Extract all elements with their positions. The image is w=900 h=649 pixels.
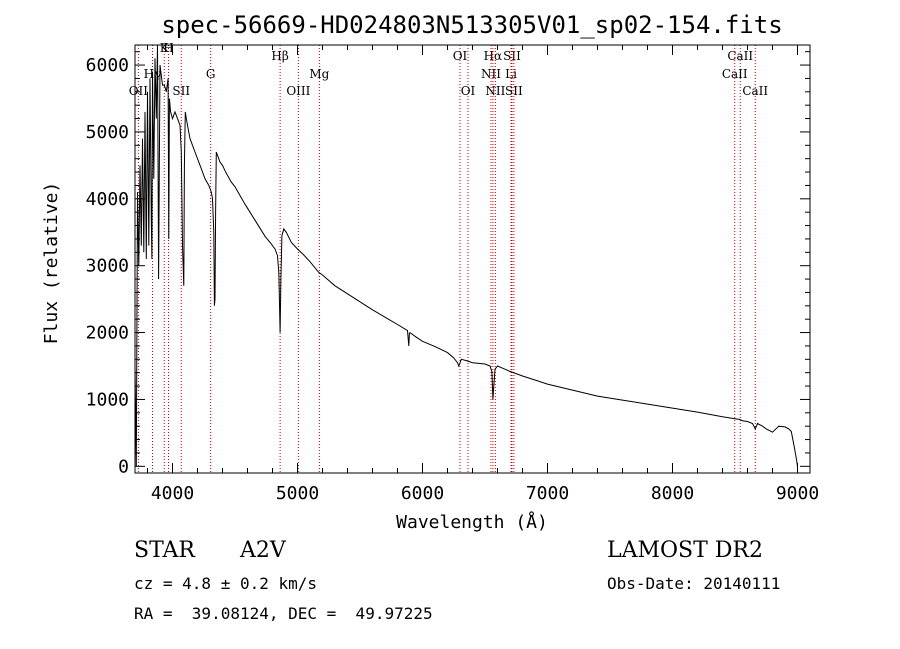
spectral-subclass: A2V [240,538,286,563]
x-axis-label: Wavelength (Å) [396,511,548,533]
marker-label-caii: CaII [727,49,753,63]
ra-dec: RA = 39.08124, DEC = 49.97225 [134,604,433,623]
spectrum-line [135,45,798,466]
x-tick-label: 8000 [651,483,694,504]
chart-title: spec-56669-HD024803N513305V01_sp02-154.f… [161,11,782,39]
x-tick-label: 7000 [526,483,569,504]
axis-ticks: 4000 5000 6000 7000 8000 9000 0 1000 2000 3000 400… [86,45,820,504]
marker-label-sii: SII [505,84,523,98]
x-tick-label: 4000 [151,483,194,504]
x-tick-label: 6000 [401,483,444,504]
marker-label-hβ: Hβ [271,49,288,63]
marker-label-g: G [206,67,216,81]
observation-date: Obs-Date: 20140111 [607,574,780,593]
y-tick-label: 5000 [86,122,129,143]
y-tick-label: 1000 [86,389,129,410]
marker-label-sii: SII [172,84,190,98]
marker-label-nii: NII [485,84,505,98]
marker-label-oi: OI [453,49,468,63]
y-axis-label: Flux (relative) [41,182,62,345]
y-tick-label: 3000 [86,256,129,277]
marker-label-sii: SII [503,49,521,63]
y-tick-label: 6000 [86,55,129,76]
marker-label-oiii: OIII [286,84,310,98]
marker-label-nii: NII [481,67,501,81]
plot-frame [135,45,810,473]
y-tick-label: 0 [118,456,129,477]
marker-label-oii: OII [129,84,149,98]
marker-label-caii: CaII [722,67,748,81]
marker-label-oi: OI [461,84,476,98]
marker-label-li: Li [505,67,517,81]
marker-label-mg: Mg [309,67,329,81]
redshift-cz: cz = 4.8 ± 0.2 km/s [134,574,317,593]
survey-name: LAMOST DR2 [607,538,763,563]
y-tick-label: 2000 [86,323,129,344]
y-tick-label: 4000 [86,189,129,210]
x-tick-label: 9000 [776,483,819,504]
spectrum-chart: spec-56669-HD024803N513305V01_sp02-154.f… [0,0,900,540]
marker-label-caii: CaII [742,84,768,98]
x-tick-label: 5000 [276,483,319,504]
object-class: STAR [134,538,195,563]
marker-label-hα: Hα [484,49,503,63]
